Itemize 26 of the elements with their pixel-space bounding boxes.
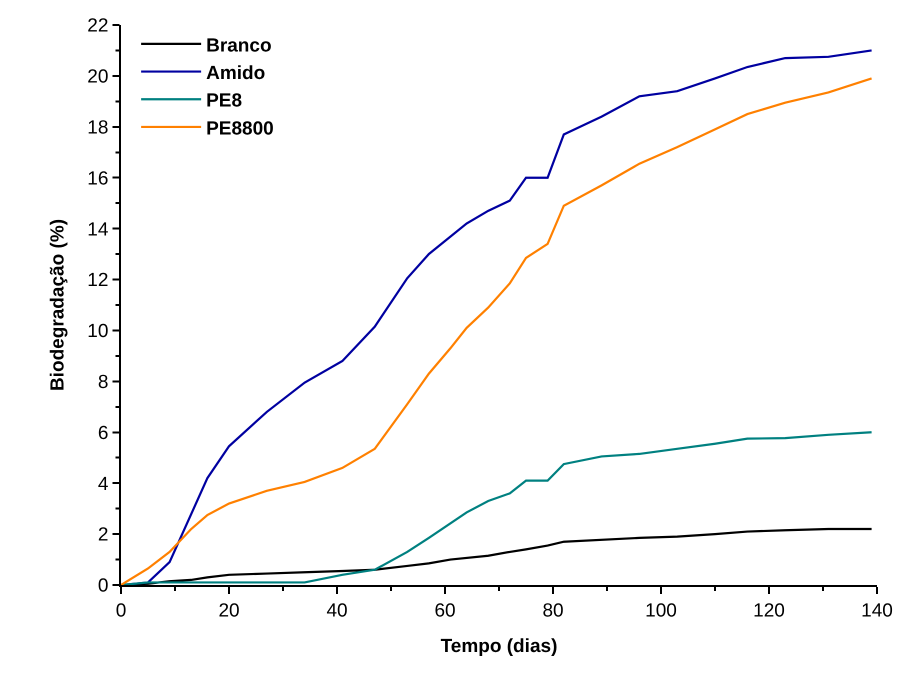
y-tick-label: 0 (98, 576, 108, 597)
y-tick-label: 20 (87, 66, 108, 88)
legend-label: Branco (206, 35, 272, 56)
y-axis-title: Biodegradação (%) (48, 218, 69, 392)
x-axis-title: Tempo (dias) (440, 636, 558, 657)
x-tick-label: 60 (434, 600, 456, 622)
legend-label: PE8800 (206, 118, 274, 140)
y-tick-label: 10 (87, 321, 108, 342)
y-tick-label: 6 (98, 422, 108, 444)
x-tick-label: 0 (116, 600, 126, 622)
x-tick-label: 20 (218, 600, 240, 622)
y-tick-label: 22 (87, 16, 108, 37)
y-tick-label: 12 (87, 270, 108, 292)
x-tick-label: 140 (861, 600, 893, 622)
legend-label: PE8 (206, 90, 242, 112)
y-tick-label: 14 (87, 219, 109, 240)
x-tick-label: 100 (645, 600, 677, 622)
x-tick-label: 40 (326, 600, 348, 622)
y-tick-label: 8 (98, 372, 108, 394)
y-tick-label: 2 (98, 524, 108, 546)
y-tick-label: 16 (87, 168, 108, 190)
y-tick-label: 4 (98, 474, 109, 495)
y-tick-label: 18 (87, 117, 108, 138)
x-tick-label: 120 (753, 600, 785, 622)
x-tick-label: 80 (542, 600, 564, 622)
legend-label: Amido (206, 62, 266, 84)
